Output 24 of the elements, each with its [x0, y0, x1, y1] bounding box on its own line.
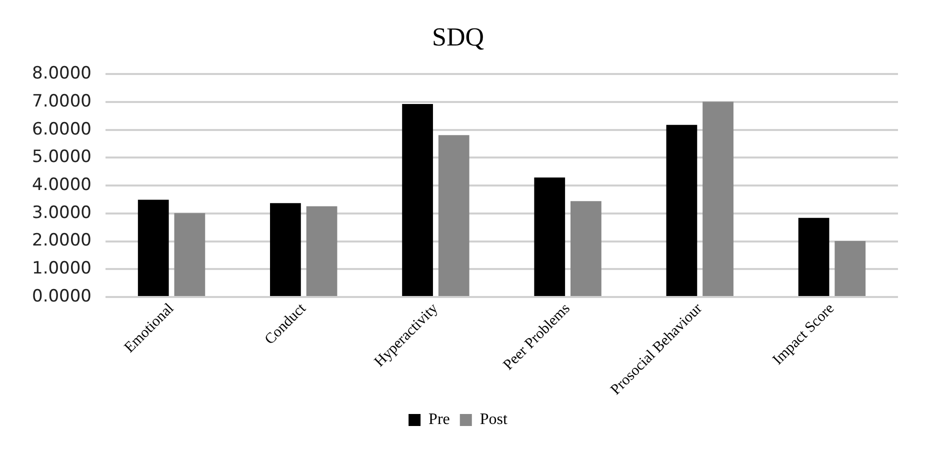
bar — [666, 124, 698, 296]
y-tick-label: 3.0000 — [32, 202, 92, 223]
bar — [270, 203, 301, 296]
bar — [306, 206, 338, 296]
bar — [834, 240, 866, 296]
bar — [534, 178, 566, 296]
bar — [174, 213, 206, 296]
legend-label: Post — [480, 411, 508, 428]
bar — [402, 104, 433, 296]
bar — [798, 218, 830, 296]
y-tick-label: 5.0000 — [32, 147, 92, 168]
chart-title: SDQ — [432, 22, 484, 52]
y-tick-label: 0.0000 — [32, 286, 92, 306]
bar — [138, 200, 169, 296]
y-tick-label: 2.0000 — [32, 230, 92, 251]
y-tick-label: 4.0000 — [32, 175, 92, 196]
y-tick-label: 8.0000 — [32, 64, 92, 84]
bar — [438, 135, 470, 296]
y-tick-label: 1.0000 — [32, 258, 92, 279]
y-tick-label: 7.0000 — [32, 91, 92, 112]
legend-label: Pre — [428, 411, 450, 428]
y-tick-label: 6.0000 — [32, 119, 92, 140]
bar — [702, 102, 734, 296]
bar — [570, 201, 602, 296]
